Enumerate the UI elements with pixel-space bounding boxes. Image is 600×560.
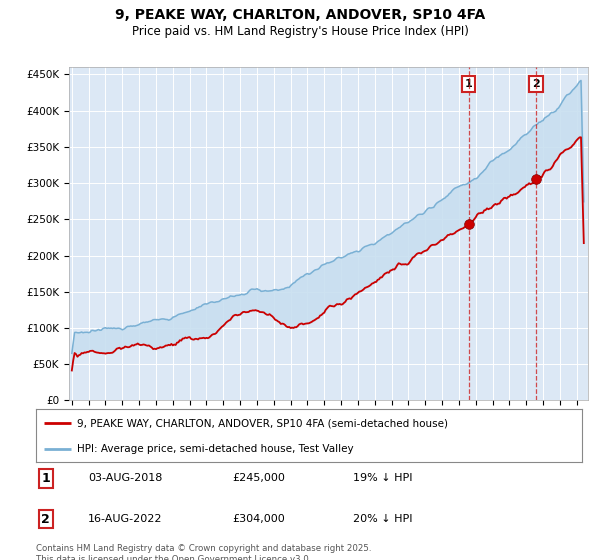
Text: £245,000: £245,000 xyxy=(233,473,286,483)
Text: 9, PEAKE WAY, CHARLTON, ANDOVER, SP10 4FA: 9, PEAKE WAY, CHARLTON, ANDOVER, SP10 4F… xyxy=(115,8,485,22)
Text: 20% ↓ HPI: 20% ↓ HPI xyxy=(353,514,412,524)
Text: 1: 1 xyxy=(465,79,473,89)
Text: HPI: Average price, semi-detached house, Test Valley: HPI: Average price, semi-detached house,… xyxy=(77,444,353,454)
Text: 19% ↓ HPI: 19% ↓ HPI xyxy=(353,473,412,483)
Text: Contains HM Land Registry data © Crown copyright and database right 2025.
This d: Contains HM Land Registry data © Crown c… xyxy=(36,544,371,560)
Text: 9, PEAKE WAY, CHARLTON, ANDOVER, SP10 4FA (semi-detached house): 9, PEAKE WAY, CHARLTON, ANDOVER, SP10 4F… xyxy=(77,418,448,428)
Text: 2: 2 xyxy=(41,513,50,526)
Text: 2: 2 xyxy=(532,79,540,89)
Text: £304,000: £304,000 xyxy=(233,514,286,524)
Text: 03-AUG-2018: 03-AUG-2018 xyxy=(88,473,162,483)
Text: Price paid vs. HM Land Registry's House Price Index (HPI): Price paid vs. HM Land Registry's House … xyxy=(131,25,469,38)
Text: 16-AUG-2022: 16-AUG-2022 xyxy=(88,514,163,524)
Text: 1: 1 xyxy=(41,472,50,485)
